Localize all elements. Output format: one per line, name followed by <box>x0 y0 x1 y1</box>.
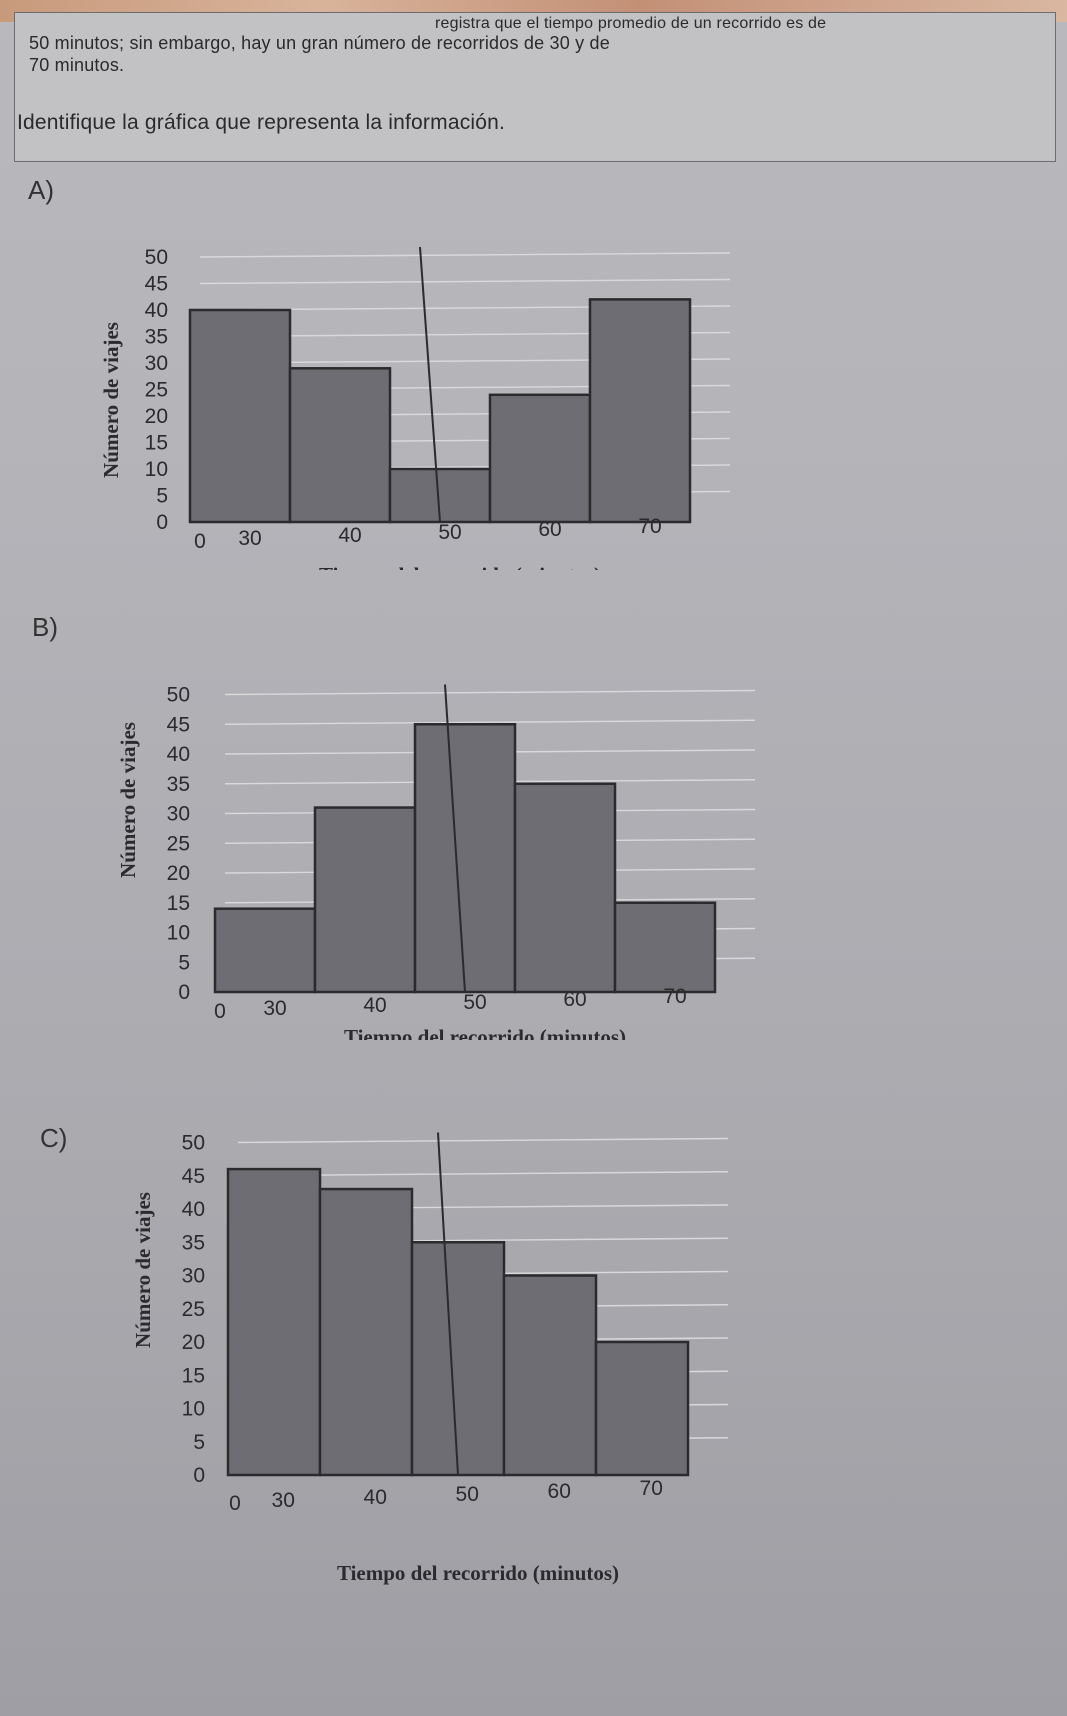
chart-option-c: 0 5 10 15 20 25 30 35 40 45 50 0 30 40 50 60 70 Tiempo de… <box>131 1132 729 1585</box>
x-axis-title: Tiempo del recorrido (minutos) <box>337 1561 619 1585</box>
x-tick-label: 30 <box>272 1489 295 1512</box>
y-tick-label: 5 <box>178 951 190 974</box>
x-tick-label: 60 <box>538 518 561 541</box>
question-text: Identifique la gráfica que representa la… <box>17 111 506 134</box>
gridline <box>199 252 731 258</box>
y-tick-label: 40 <box>167 743 190 766</box>
problem-text-line-1: 50 minutos; sin embargo, hay un gran núm… <box>29 33 610 53</box>
y-axis-title: Número de viajes <box>116 722 140 878</box>
x-tick-label: 70 <box>663 985 686 1008</box>
x-tick-label: 70 <box>640 1477 663 1500</box>
y-tick-label: 20 <box>182 1331 205 1354</box>
reference-line <box>437 1132 459 1476</box>
x-tick-label: 30 <box>238 527 261 550</box>
y-tick-label: 0 <box>156 511 168 534</box>
y-tick-label: 25 <box>145 379 168 402</box>
x-tick-label: 0 <box>214 1000 226 1023</box>
bar-40 <box>313 806 417 994</box>
y-tick-label: 45 <box>145 273 168 296</box>
y-tick-label: 50 <box>145 246 168 269</box>
y-tick-label: 0 <box>178 981 190 1004</box>
x-tick-label: 50 <box>438 521 461 544</box>
reference-line <box>444 684 466 993</box>
y-tick-label: 30 <box>145 352 168 375</box>
chart-option-a: 0 5 10 15 20 25 30 35 40 45 50 0 30 40 50 60 70 Tiempo de… <box>99 246 731 570</box>
y-axis-title: Número de viajes <box>99 322 123 478</box>
x-tick-label: 70 <box>638 515 661 538</box>
x-tick-label: 50 <box>463 991 486 1014</box>
x-tick-label: 40 <box>364 1486 387 1509</box>
y-tick-label: 35 <box>182 1231 205 1254</box>
bar-30 <box>213 907 317 994</box>
x-tick-label: 0 <box>229 1492 241 1515</box>
problem-text-line-2: 70 minutos. <box>29 55 125 75</box>
y-tick-label: 45 <box>182 1165 205 1188</box>
gridline <box>237 1137 729 1144</box>
y-tick-label: 30 <box>167 803 190 826</box>
bar-30 <box>226 1167 322 1477</box>
bar-70 <box>588 298 692 524</box>
y-tick-label: 50 <box>167 684 190 707</box>
x-tick-label: 0 <box>194 530 206 553</box>
x-axis-title: Tiempo del recorrido (minutos) <box>344 1025 626 1040</box>
y-tick-label: 35 <box>145 326 168 349</box>
y-tick-label: 20 <box>167 862 190 885</box>
problem-text-line-top: registra que el tiempo promedio de un re… <box>435 15 827 32</box>
y-tick-label: 20 <box>145 405 168 428</box>
bar-70 <box>613 901 717 994</box>
x-axis-title: Tiempo del recorrido (minutos) <box>319 563 601 570</box>
gridline <box>224 719 756 725</box>
y-tick-label: 10 <box>145 458 168 481</box>
x-tick-label: 40 <box>363 994 386 1017</box>
bar-50 <box>413 723 517 994</box>
gridline <box>224 689 756 696</box>
x-tick-label: 40 <box>338 524 361 547</box>
x-tick-label: 30 <box>263 997 286 1020</box>
reference-line <box>419 246 441 523</box>
y-axis-title: Número de viajes <box>131 1192 155 1348</box>
y-tick-label: 10 <box>167 922 190 945</box>
bar-60 <box>513 782 617 994</box>
x-tick-label: 50 <box>456 1483 479 1506</box>
y-tick-label: 5 <box>156 485 168 508</box>
problem-statement-box: registra que el tiempo promedio de un re… <box>14 12 1056 162</box>
y-tick-label: 40 <box>145 299 168 322</box>
y-tick-label: 30 <box>182 1265 205 1288</box>
option-a-label[interactable]: A) <box>28 175 54 205</box>
y-tick-label: 25 <box>182 1298 205 1321</box>
y-tick-label: 10 <box>182 1398 205 1421</box>
y-tick-label: 50 <box>182 1132 205 1155</box>
chart-option-b: 0 5 10 15 20 25 30 35 40 45 50 0 30 40 50 60 70 Tiempo de… <box>116 684 756 1040</box>
y-tick-label: 25 <box>167 832 190 855</box>
bar-40 <box>318 1187 414 1477</box>
bar-60 <box>502 1274 598 1477</box>
x-tick-label: 60 <box>563 988 586 1011</box>
option-c-label[interactable]: C) <box>40 1123 68 1153</box>
bar-40 <box>288 367 392 524</box>
bar-30 <box>188 308 292 524</box>
y-tick-label: 45 <box>167 713 190 736</box>
y-tick-label: 35 <box>167 773 190 796</box>
y-tick-label: 0 <box>193 1464 205 1487</box>
y-tick-label: 15 <box>182 1364 205 1387</box>
bar-60 <box>488 393 592 524</box>
y-tick-label: 15 <box>167 892 190 915</box>
gridline <box>199 278 731 285</box>
y-tick-label: 5 <box>193 1431 205 1454</box>
x-tick-label: 60 <box>548 1480 571 1503</box>
option-b-label[interactable]: B) <box>32 612 58 642</box>
y-tick-label: 15 <box>145 432 168 455</box>
bar-70 <box>594 1340 690 1477</box>
y-tick-label: 40 <box>182 1198 205 1221</box>
bar-50 <box>410 1241 506 1477</box>
